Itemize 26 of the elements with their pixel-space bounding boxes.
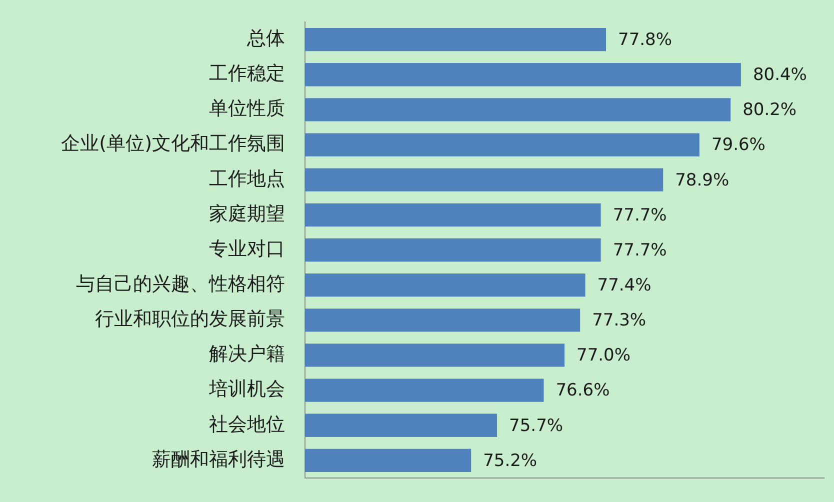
- y-tick-label: 单位性质: [209, 98, 285, 120]
- data-label: 80.4%: [752, 65, 807, 86]
- data-label: 77.4%: [597, 276, 652, 296]
- data-label: 75.2%: [483, 450, 538, 471]
- data-label: 77.0%: [576, 346, 631, 366]
- y-tick-label: 与自己的兴趣、性格相符: [76, 273, 285, 296]
- y-tick-label: 培训机会: [208, 378, 285, 400]
- y-tick-label: 社会地位: [209, 413, 285, 436]
- data-label: 80.2%: [742, 100, 797, 120]
- y-tick-label: 薪酬和福利待遇: [152, 448, 285, 470]
- y-tick-label: 解决户籍: [209, 343, 285, 366]
- data-label: 77.3%: [592, 310, 646, 331]
- y-tick-label: 工作稳定: [209, 62, 285, 85]
- y-tick-label: 家庭期望: [209, 202, 285, 225]
- data-label: 77.7%: [612, 240, 667, 260]
- y-tick-label: 企业(单位)文化和工作氛围: [61, 132, 285, 155]
- y-tick-label: 总体: [246, 27, 285, 50]
- y-tick-label: 工作地点: [209, 168, 285, 190]
- data-label: 76.6%: [556, 380, 610, 401]
- y-tick-label: 专业对口: [209, 238, 285, 260]
- data-label: 75.7%: [509, 416, 564, 436]
- data-label: 77.8%: [618, 30, 672, 50]
- data-label: 78.9%: [675, 170, 730, 190]
- data-label: 79.6%: [711, 135, 766, 156]
- data-label: 77.7%: [612, 205, 667, 226]
- y-tick-label: 行业和职位的发展前景: [95, 308, 285, 330]
